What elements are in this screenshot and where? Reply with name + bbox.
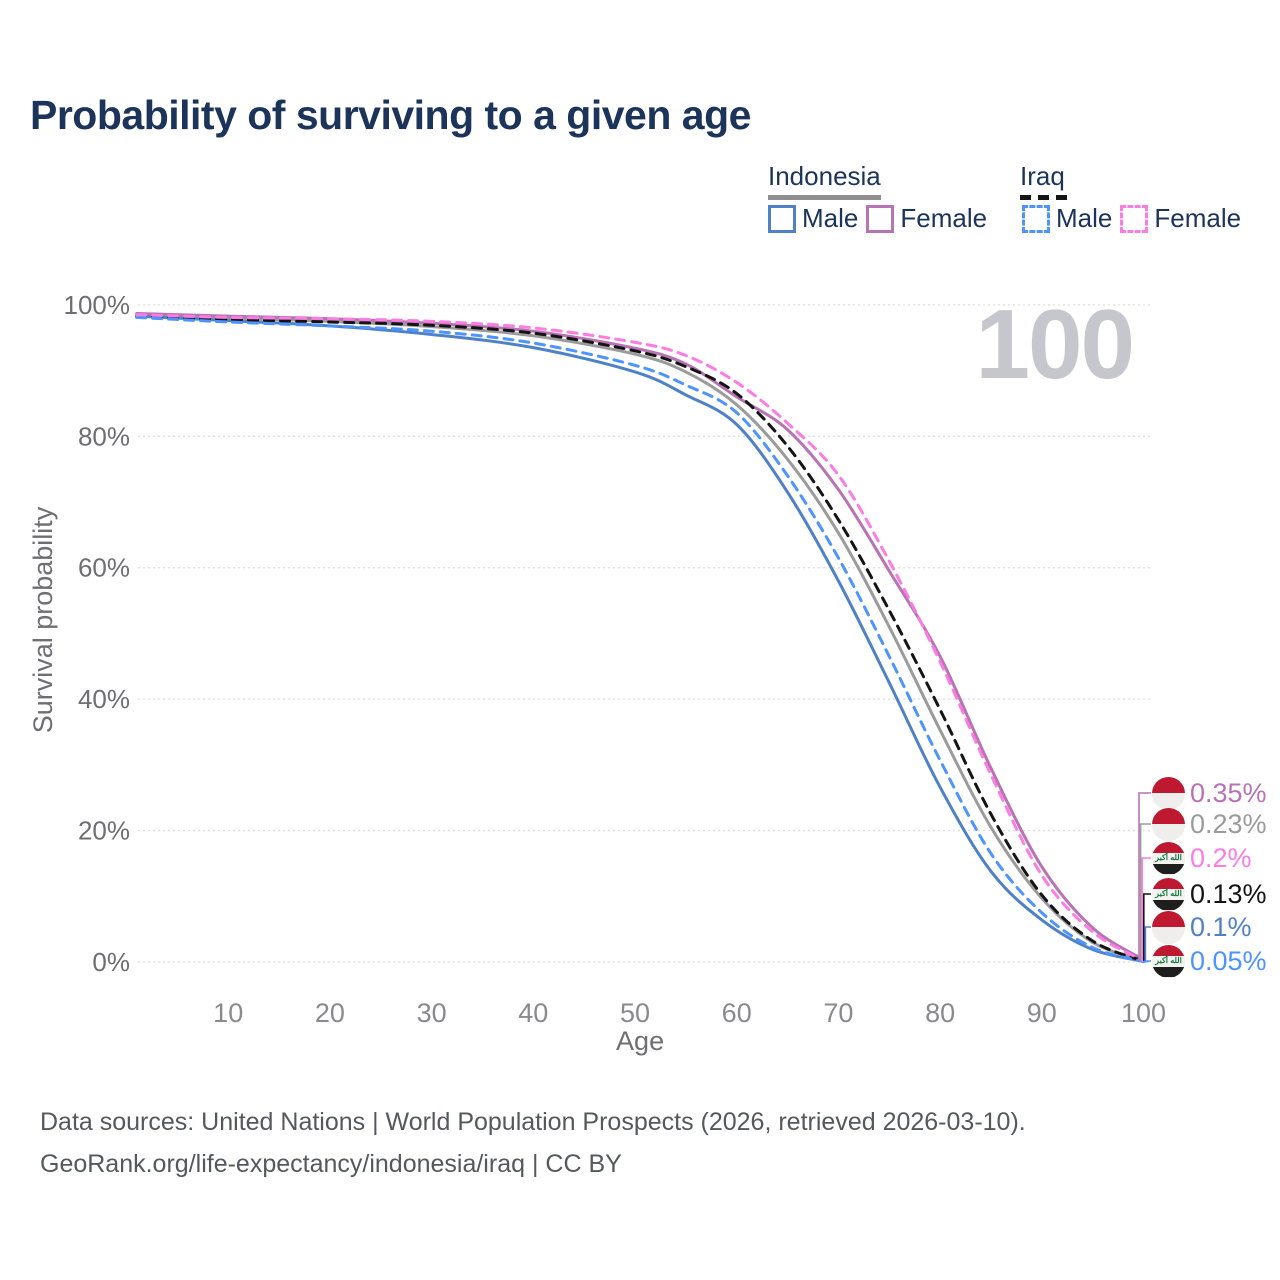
x-tick-label: 100 [1121, 998, 1166, 1028]
end-label-iraq-female: الله أكبر 0.2% [1152, 841, 1252, 875]
iraq-flag-icon: الله أكبر [1152, 841, 1185, 875]
iraq-flag-icon: الله أكبر [1152, 877, 1185, 911]
end-label-connector [1141, 857, 1151, 962]
legend-label: Female [900, 203, 988, 233]
iraq-female-swatch-icon [1120, 204, 1149, 233]
legend-item-indonesia-female[interactable]: Female [866, 203, 987, 234]
legend-underline-indonesia-solid-line [768, 195, 881, 200]
hover-age-watermark: 100 [975, 289, 1133, 399]
curve-indonesia [135, 313, 1145, 962]
legend-group-iraq: Iraq [1020, 161, 1072, 200]
x-tick-label: 60 [722, 998, 752, 1028]
y-tick-label: 40% [78, 684, 130, 714]
legend-header-iraq: Iraq [1020, 161, 1065, 191]
end-label-connector [1143, 960, 1151, 963]
legend-header-indonesia: Indonesia [768, 161, 881, 191]
y-axis-title: Survival probability [28, 506, 58, 733]
end-label-value: 0.13% [1190, 878, 1267, 909]
indonesia-flag-icon [1152, 776, 1185, 810]
legend-label: Male [802, 203, 859, 233]
legend-label: Female [1154, 203, 1242, 233]
y-tick-label: 20% [78, 816, 130, 846]
indonesia-male-swatch-icon [768, 204, 796, 233]
iraq-flag-icon: الله أكبر [1152, 944, 1185, 978]
x-tick-label: 80 [925, 998, 955, 1028]
end-label-value: 0.1% [1190, 911, 1252, 942]
x-tick-label: 30 [417, 998, 447, 1028]
end-label-iraq: الله أكبر 0.13% [1152, 877, 1267, 911]
legend-item-iraq-male[interactable]: Male [1022, 203, 1112, 234]
legend-row-iraq: Male Female [1022, 203, 1241, 234]
x-tick-label: 10 [213, 998, 243, 1028]
end-label-value: 0.35% [1190, 777, 1267, 808]
end-label-indonesia: 0.23% [1152, 807, 1267, 841]
page-title: Probability of surviving to a given age [30, 92, 751, 138]
y-tick-label: 0% [92, 947, 130, 977]
curve-indonesia-female [135, 311, 1145, 962]
indonesia-flag-icon [1152, 807, 1185, 841]
end-label-indonesia-female: 0.35% [1152, 776, 1267, 810]
end-label-connector [1143, 926, 1151, 963]
curve-iraq-female [135, 313, 1145, 963]
legend-underline-iraq-dashed-line [1020, 195, 1072, 200]
x-tick-label: 40 [518, 998, 548, 1028]
curve-iraq-male [135, 315, 1145, 964]
end-label-iraq-male: الله أكبر 0.05% [1152, 944, 1267, 978]
legend-row-indonesia: Male Female [768, 203, 987, 234]
indonesia-flag-icon [1152, 910, 1185, 944]
attribution-text: GeoRank.org/life-expectancy/indonesia/ir… [40, 1150, 622, 1178]
x-tick-label: 70 [823, 998, 853, 1028]
y-tick-label: 60% [78, 553, 130, 583]
y-tick-label: 100% [64, 290, 131, 320]
end-label-value: 0.05% [1190, 945, 1267, 976]
indonesia-female-swatch-icon [866, 204, 895, 233]
curve-indonesia-male [135, 314, 1145, 963]
legend-group-indonesia: Indonesia [768, 161, 881, 200]
x-tick-label: 20 [315, 998, 345, 1028]
end-label-value: 0.2% [1190, 842, 1252, 873]
curve-iraq [135, 314, 1145, 963]
y-tick-label: 80% [78, 421, 130, 451]
x-axis-title: Age [616, 1026, 664, 1056]
legend-item-iraq-female[interactable]: Female [1120, 203, 1241, 234]
legend-label: Male [1056, 203, 1113, 233]
data-source-text: Data sources: United Nations | World Pop… [40, 1108, 1026, 1136]
end-label-indonesia-male: 0.1% [1152, 910, 1252, 944]
legend-item-indonesia-male[interactable]: Male [768, 203, 858, 234]
x-tick-label: 50 [620, 998, 650, 1028]
iraq-male-swatch-icon [1022, 204, 1050, 233]
end-label-value: 0.23% [1190, 808, 1267, 839]
x-tick-label: 90 [1027, 998, 1057, 1028]
